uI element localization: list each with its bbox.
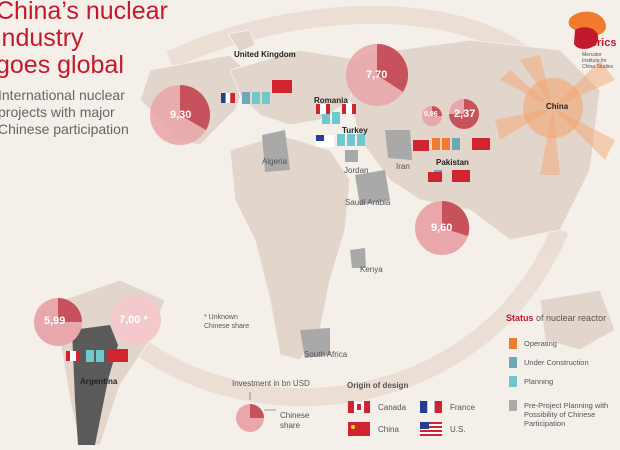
label-pakistan: Pakistan xyxy=(436,158,469,167)
page-title: China’s nuclear industry goes global xyxy=(0,0,168,79)
value-turkey-small: 0,96 xyxy=(424,111,438,118)
value-pakistan-a: 2,37 xyxy=(454,108,476,120)
china-rays xyxy=(495,55,615,175)
label-kenya: Kenya xyxy=(360,265,383,274)
legend-china: China xyxy=(378,425,399,434)
legend-origin-title: Origin of design xyxy=(347,381,409,390)
pie-uk xyxy=(150,85,211,145)
pre-project-countries xyxy=(262,130,412,358)
pie-pakistan-b xyxy=(415,200,470,255)
label-south-africa: South Africa xyxy=(304,350,348,359)
value-argentina-b: 7,00 * xyxy=(119,314,148,326)
label-saudi-arabia: Saudi Arabia xyxy=(345,198,391,207)
value-uk: 9,30 xyxy=(170,109,192,121)
legend-planning: Planning xyxy=(524,377,554,386)
europe xyxy=(229,49,361,126)
pie-turkey-small xyxy=(422,106,442,126)
label-romania: Romania xyxy=(314,96,348,105)
value-pakistan-b: 9,60 xyxy=(431,222,453,234)
label-uk: United Kingdom xyxy=(234,50,296,59)
legend-under-construction: Under Construction xyxy=(524,358,589,367)
greenland xyxy=(227,29,256,53)
flags xyxy=(66,80,490,362)
value-romania: 7,70 xyxy=(366,69,388,81)
legend-investment-title: Investment in bn USD xyxy=(232,379,310,388)
legend-pie xyxy=(236,392,276,432)
legend-pre-project: Pre-Project Planning with Possibility of… xyxy=(524,401,609,428)
unknown-share-note: * Unknown Chinese share xyxy=(204,314,250,330)
value-argentina-a: 5,99 xyxy=(44,315,66,327)
pie-romania xyxy=(346,43,409,106)
label-jordan: Jordan xyxy=(344,166,369,175)
label-argentina: Argentina xyxy=(80,377,118,386)
pie-argentina-b xyxy=(111,295,161,345)
australia xyxy=(539,289,616,351)
subtitle: International nuclear projects with majo… xyxy=(0,87,129,137)
label-iran: Iran xyxy=(396,162,410,171)
reactor-icons xyxy=(86,92,460,362)
logo-name: merics xyxy=(581,37,617,49)
pie-pakistan-a xyxy=(449,99,479,129)
legend-operating: Operating xyxy=(524,339,557,348)
argentina-shape xyxy=(72,325,118,445)
merics-logo-icon xyxy=(568,11,606,49)
china-highlight xyxy=(523,78,583,138)
origin-flags xyxy=(347,400,442,436)
legend-chinese-share: Chinese share xyxy=(280,411,310,430)
label-turkey: Turkey xyxy=(342,126,368,135)
pie-argentina-a xyxy=(34,298,82,346)
logo-subtitle: Mercator Institute for China Studies xyxy=(582,52,614,70)
legend-us: U.S. xyxy=(450,425,466,434)
legend-france: France xyxy=(450,403,475,412)
legend-status-title: Status of nuclear reactor xyxy=(506,313,607,323)
legend-canada: Canada xyxy=(378,403,407,412)
label-china: China xyxy=(546,102,569,111)
label-algeria: Algeria xyxy=(262,157,287,166)
legend-swatches xyxy=(509,338,517,411)
